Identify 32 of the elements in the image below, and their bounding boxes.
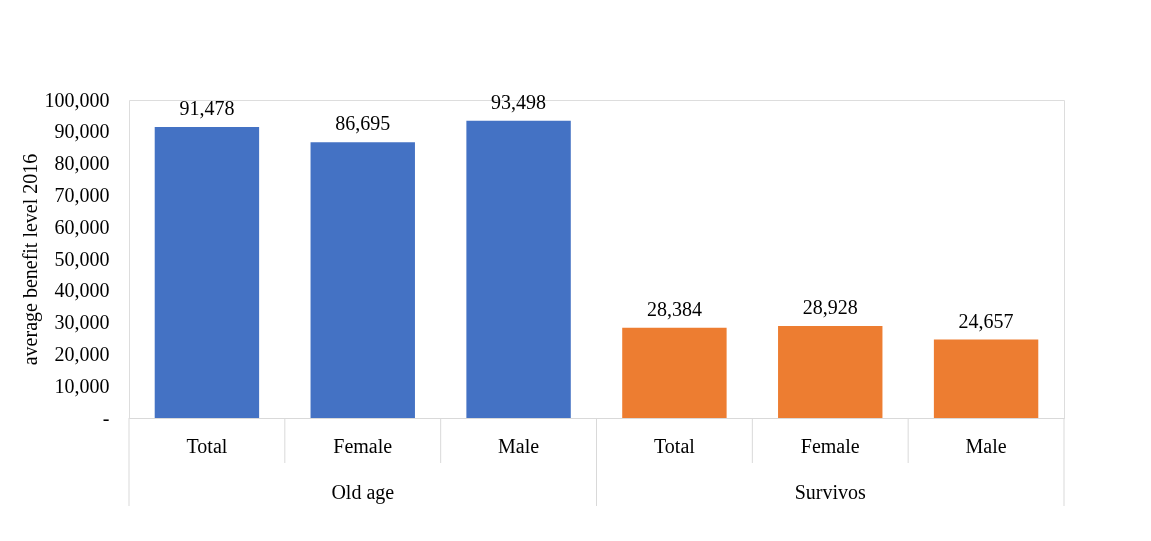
x-tick-label: Total — [186, 434, 228, 457]
x-tick-label: Female — [800, 434, 860, 457]
y-tick-label: 80,000 — [54, 152, 110, 175]
y-tick-label: 50,000 — [54, 247, 110, 270]
bar — [154, 127, 260, 418]
y-tick-label: 70,000 — [54, 183, 110, 206]
y-tick-label: 20,000 — [54, 342, 110, 365]
text: Survivos — [794, 481, 867, 503]
data-label: 24,657 — [958, 309, 1014, 332]
y-tick-label: 10,000 — [54, 374, 110, 397]
y-tick-label: - — [102, 406, 110, 429]
x-tick-label: Male — [498, 434, 540, 457]
bar — [310, 142, 415, 418]
data-label: 91,478 — [179, 97, 235, 120]
data-label: 28,928 — [802, 296, 858, 319]
y-tick-label: 90,000 — [54, 120, 110, 143]
text: Old age — [331, 481, 395, 504]
bar — [778, 326, 883, 418]
y-tick-label: 60,000 — [54, 215, 110, 238]
y-axis-title: average benefit level 2016 — [18, 153, 42, 366]
data-label: 28,384 — [646, 297, 702, 320]
y-tick-label: 30,000 — [54, 311, 110, 334]
bar — [933, 339, 1039, 418]
data-label: 86,695 — [335, 112, 391, 135]
x-tick-label: Female — [333, 434, 393, 457]
y-tick-label: 40,000 — [54, 279, 110, 302]
data-label: 93,498 — [491, 90, 547, 113]
x-tick-label: Male — [965, 434, 1007, 457]
bar — [466, 120, 571, 418]
bar — [622, 327, 727, 418]
x-tick-label: Total — [654, 434, 696, 457]
y-tick-label: 100,000 — [44, 88, 110, 111]
